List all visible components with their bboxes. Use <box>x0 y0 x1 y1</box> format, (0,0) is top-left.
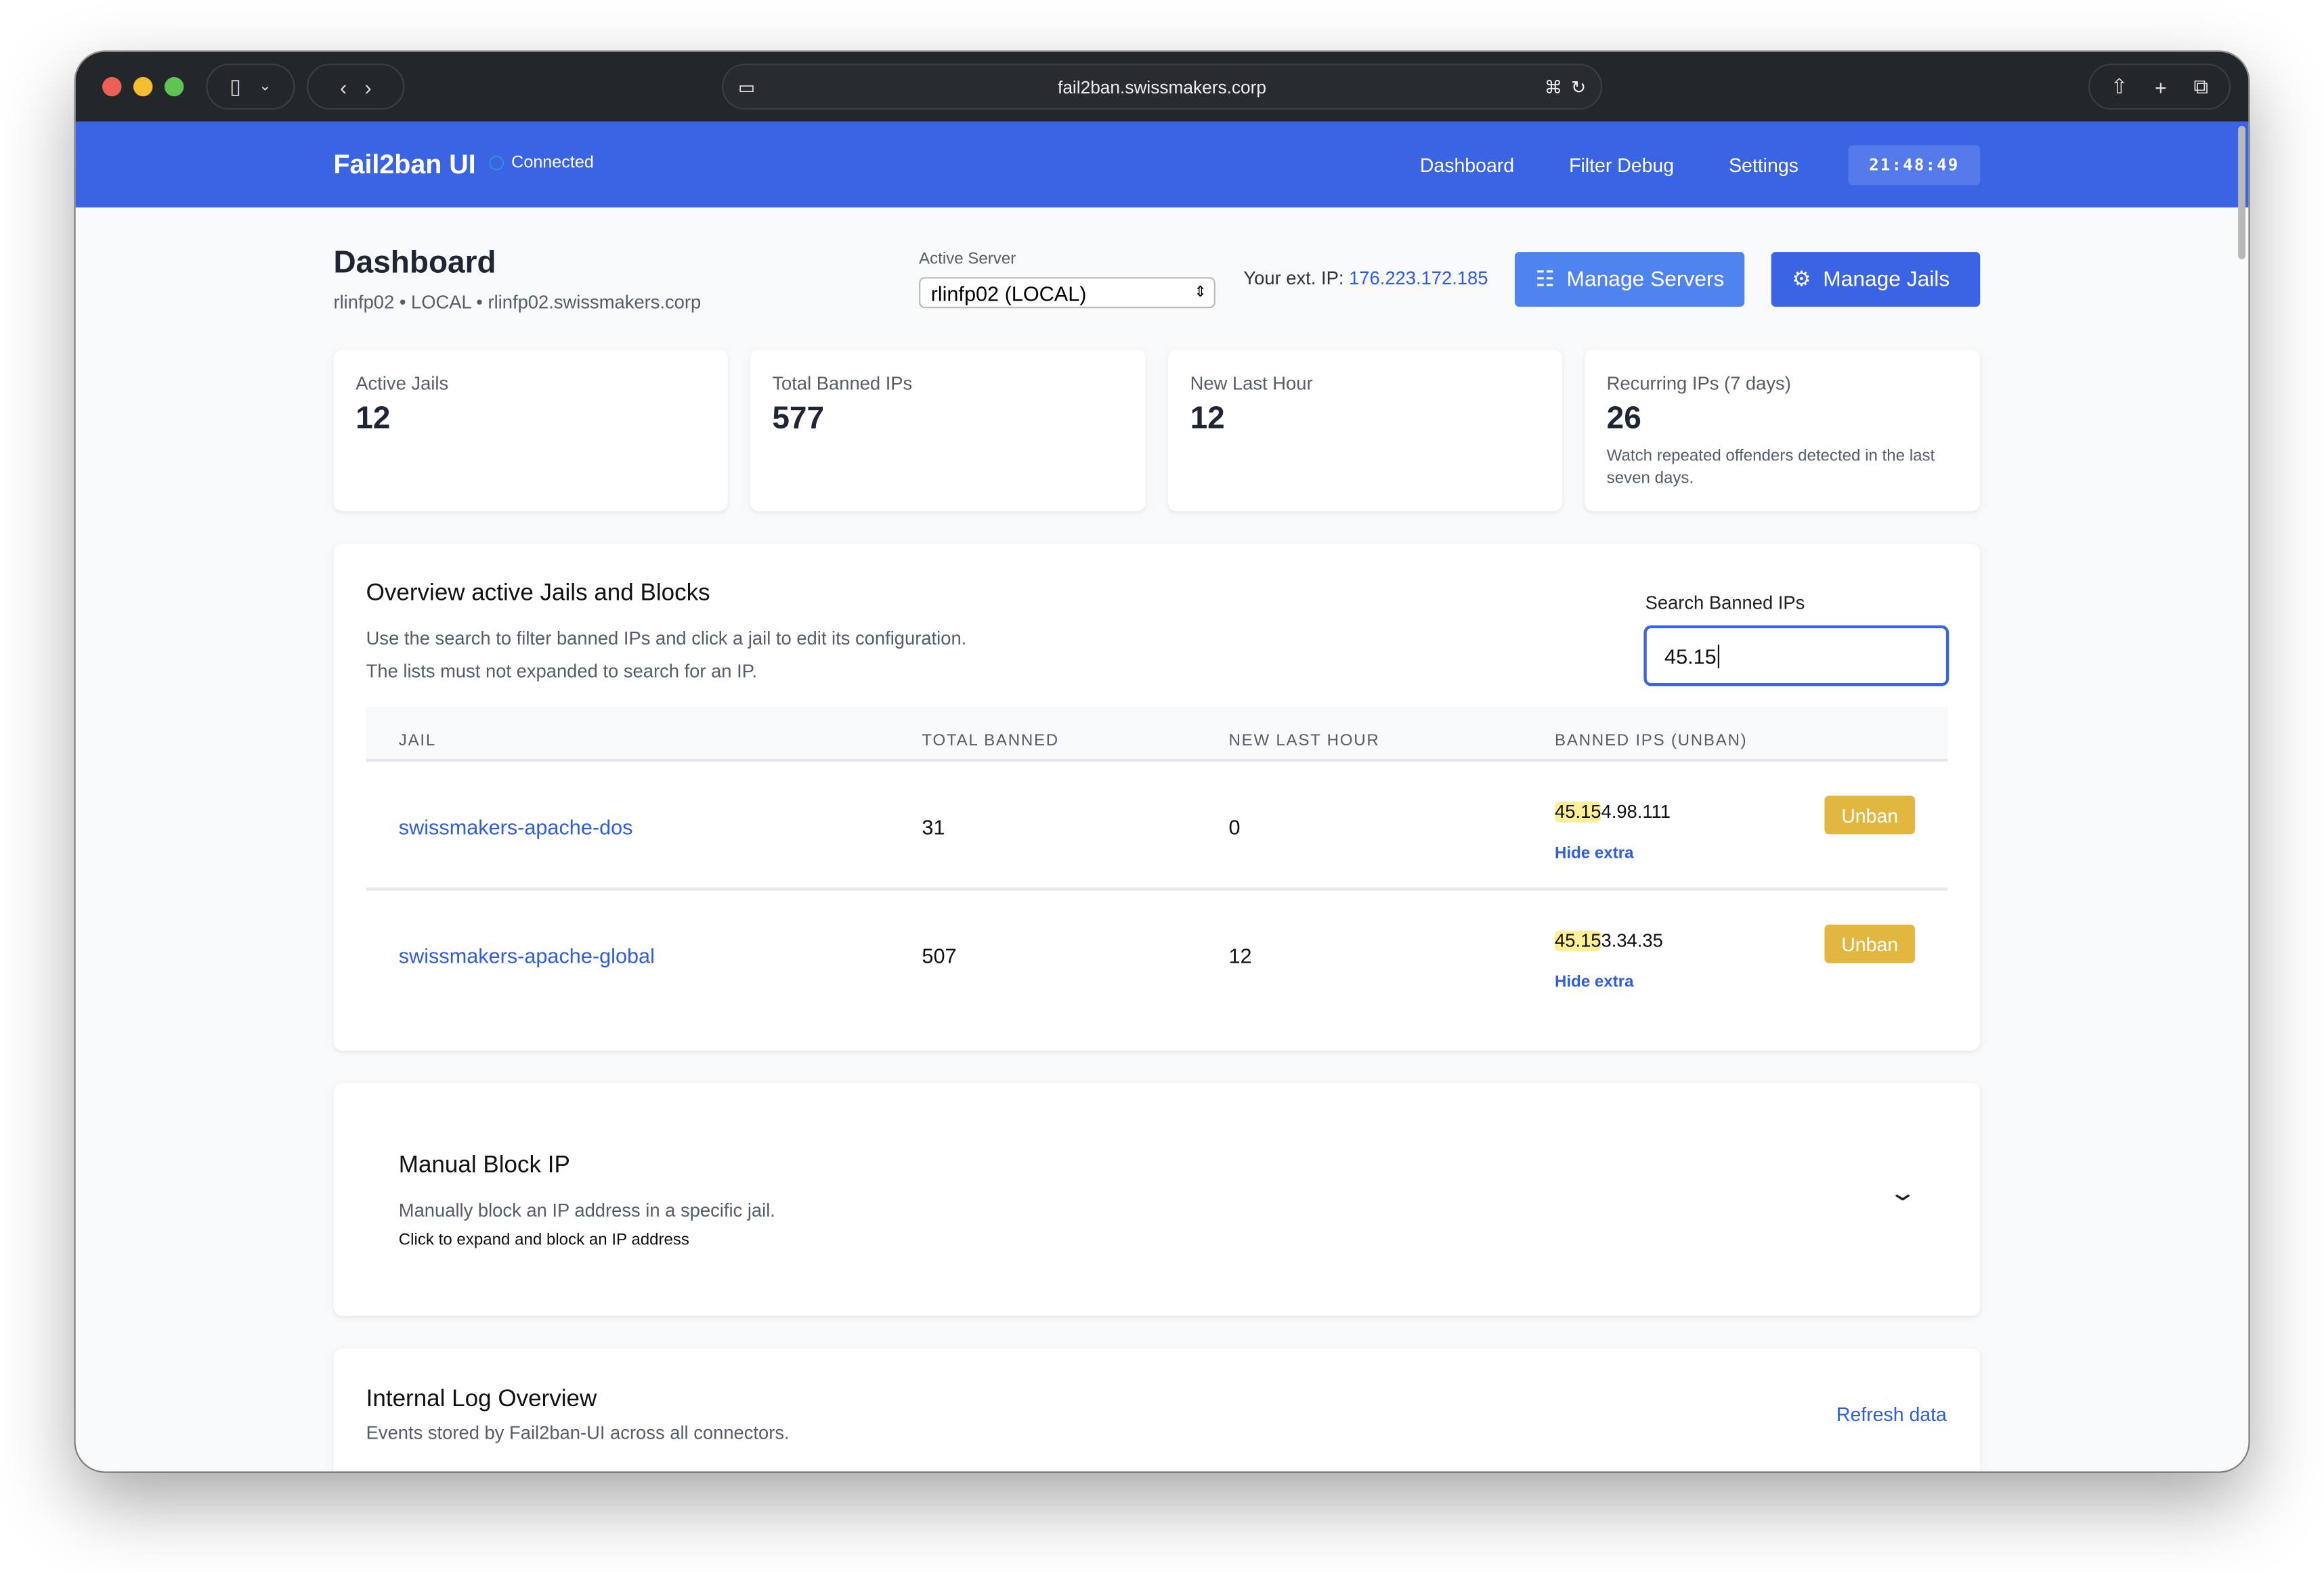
manage-jails-button[interactable]: ⚙ Manage Jails <box>1771 252 1981 307</box>
stat-card-total-banned: Total Banned IPs 577 <box>750 349 1146 512</box>
column-banned-ips: BANNED IPS (UNBAN) <box>1555 732 1748 750</box>
column-total-banned: TOTAL BANNED <box>922 732 1059 750</box>
ip-match-highlight: 45.15 <box>1555 802 1601 823</box>
browser-toolbar: ▯ ⌄ ‹ › ▭ fail2ban.swissmakers.corp ⌘ ↻ ⇧ + ⧉ <box>75 51 2249 122</box>
ip-rest: 4.98.111 <box>1601 802 1671 823</box>
unban-button[interactable]: Unban <box>1824 795 1915 835</box>
overview-desc-1: Use the search to filter banned IPs and … <box>366 628 967 649</box>
ext-ip: Your ext. IP: 176.223.172.185 <box>1243 268 1488 289</box>
gear-icon: ⚙ <box>1792 267 1811 292</box>
page-title: Dashboard <box>333 246 496 280</box>
search-banned-ips-input[interactable]: 45.15 <box>1643 625 1950 686</box>
nav-settings[interactable]: Settings <box>1729 154 1799 177</box>
ext-ip-value: 176.223.172.185 <box>1349 268 1488 289</box>
log-title: Internal Log Overview <box>366 1387 597 1412</box>
stat-value: 12 <box>356 401 391 436</box>
server-subtitle: rlinfp02 • LOCAL • rlinfp02.swissmakers.… <box>333 292 702 313</box>
overview-desc-2: The lists must not expanded to search fo… <box>366 661 758 682</box>
search-value: 45.15 <box>1664 645 1717 669</box>
manage-jails-label: Manage Jails <box>1823 267 1950 292</box>
table-row: swissmakers-apache-dos 31 0 45.154.98.11… <box>366 762 1948 891</box>
sidebar-toggle-button[interactable]: ▯ ⌄ <box>206 64 295 110</box>
new-last-hour: 12 <box>1228 944 1252 968</box>
log-desc: Events stored by Fail2ban-UI across all … <box>366 1422 790 1443</box>
back-icon[interactable]: ‹ <box>339 74 347 99</box>
maximize-window-button[interactable] <box>164 77 184 97</box>
total-banned: 31 <box>922 814 945 839</box>
manual-block-title: Manual Block IP <box>398 1152 570 1179</box>
forward-icon[interactable]: › <box>364 74 372 99</box>
translate-icon[interactable]: ⌘ <box>1544 76 1562 97</box>
url-text: fail2ban.swissmakers.corp <box>1058 76 1267 97</box>
sidebar-icon: ▯ <box>230 74 242 98</box>
banned-ip: 45.154.98.111 <box>1555 802 1671 823</box>
stat-card-active-jails: Active Jails 12 <box>333 349 728 512</box>
select-arrows-icon: ⇕ <box>1194 284 1207 301</box>
new-tab-icon[interactable]: + <box>2155 74 2167 99</box>
status-icon <box>489 155 504 171</box>
address-bar[interactable]: ▭ fail2ban.swissmakers.corp ⌘ ↻ <box>721 64 1603 110</box>
chevron-down-icon[interactable]: ⌄ <box>1887 1181 1918 1206</box>
column-new-last-hour: NEW LAST HOUR <box>1228 732 1380 750</box>
brand-logo[interactable]: Fail2ban UI <box>333 150 476 179</box>
nav-dashboard[interactable]: Dashboard <box>1419 154 1515 177</box>
hide-extra-link[interactable]: Hide extra <box>1555 844 1634 863</box>
page-settings-icon[interactable]: ▭ <box>738 76 755 97</box>
browser-window: ▯ ⌄ ‹ › ▭ fail2ban.swissmakers.corp ⌘ ↻ ⇧ + ⧉… <box>75 51 2249 1472</box>
log-overview-card: Internal Log Overview Events stored by F… <box>333 1348 1981 1472</box>
ip-match-highlight: 45.15 <box>1555 930 1601 952</box>
manual-block-desc: Manually block an IP address in a specif… <box>398 1200 775 1221</box>
table-row: swissmakers-apache-global 507 12 45.153.… <box>366 890 1948 1019</box>
total-banned: 507 <box>922 944 957 968</box>
scrollbar[interactable] <box>2238 126 2246 260</box>
search-label: Search Banned IPs <box>1645 592 1805 614</box>
server-network-icon: ☷ <box>1535 267 1555 292</box>
jail-link[interactable]: swissmakers-apache-global <box>398 944 655 968</box>
close-window-button[interactable] <box>102 77 122 97</box>
new-last-hour: 0 <box>1228 814 1241 839</box>
app-navbar: Fail2ban UI Connected Dashboard Filter D… <box>75 121 2249 208</box>
stat-description: Watch repeated offenders detected in the… <box>1606 447 1935 488</box>
stat-card-recurring-ips: Recurring IPs (7 days) 26 Watch repeated o… <box>1584 349 1981 512</box>
server-select-value: rlinfp02 (LOCAL) <box>930 280 1087 305</box>
history-nav: ‹ › <box>307 64 405 110</box>
stat-value: 12 <box>1190 401 1225 436</box>
clock: 21:48:49 <box>1848 145 1981 185</box>
status-text: Connected <box>511 154 594 172</box>
minimize-window-button[interactable] <box>133 77 153 97</box>
nav-filter-debug[interactable]: Filter Debug <box>1569 154 1675 177</box>
manual-block-hint: Click to expand and block an IP address <box>398 1231 689 1250</box>
share-icon[interactable]: ⇧ <box>2110 74 2128 98</box>
stat-title: Active Jails <box>356 373 449 395</box>
jail-link[interactable]: swissmakers-apache-dos <box>398 814 633 839</box>
manage-servers-label: Manage Servers <box>1566 267 1725 292</box>
column-jail: JAIL <box>398 732 436 750</box>
reload-icon[interactable]: ↻ <box>1570 76 1587 97</box>
manage-servers-button[interactable]: ☷ Manage Servers <box>1514 252 1746 307</box>
overview-card: Overview active Jails and Blocks Use the… <box>333 544 1981 1051</box>
stat-title: New Last Hour <box>1190 373 1313 395</box>
connection-status: Connected <box>489 154 594 172</box>
table-header: JAIL TOTAL BANNED NEW LAST HOUR BANNED I… <box>366 707 1948 762</box>
banned-ip: 45.153.34.35 <box>1555 930 1663 952</box>
manual-block-card[interactable]: Manual Block IP Manually block an IP add… <box>333 1083 1981 1316</box>
active-server-select[interactable]: rlinfp02 (LOCAL) ⇕ <box>919 277 1215 309</box>
toolbar-actions: ⇧ + ⧉ <box>2088 64 2231 110</box>
stat-title: Total Banned IPs <box>772 373 913 395</box>
overview-title: Overview active Jails and Blocks <box>366 581 710 607</box>
stat-title: Recurring IPs (7 days) <box>1606 373 1791 395</box>
stat-card-new-last-hour: New Last Hour 12 <box>1167 349 1562 512</box>
active-server-label: Active Server <box>919 250 1016 269</box>
ip-rest: 3.34.35 <box>1601 930 1663 952</box>
chevron-down-icon: ⌄ <box>259 79 272 95</box>
unban-button[interactable]: Unban <box>1824 924 1915 963</box>
tabs-overview-icon[interactable]: ⧉ <box>2193 74 2209 98</box>
ext-ip-label: Your ext. IP: <box>1243 268 1344 289</box>
refresh-data-link[interactable]: Refresh data <box>1836 1403 1947 1426</box>
hide-extra-link[interactable]: Hide extra <box>1555 974 1634 992</box>
stat-value: 577 <box>772 401 825 436</box>
stat-value: 26 <box>1606 401 1641 436</box>
